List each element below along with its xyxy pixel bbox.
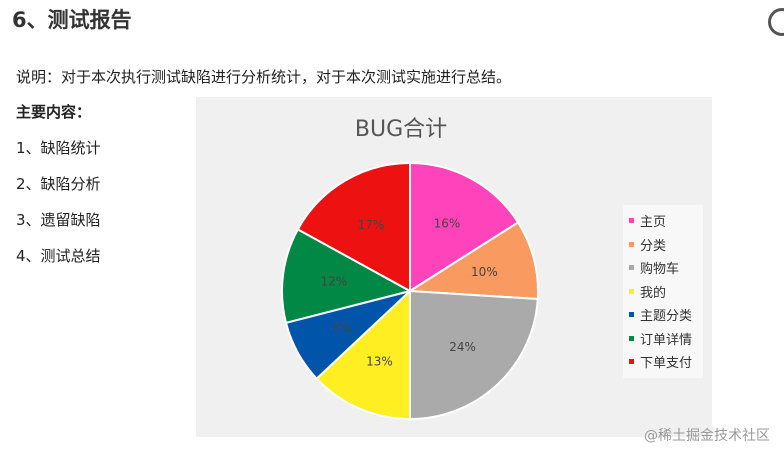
legend-swatch [629, 265, 634, 271]
data-label: 17% [358, 218, 385, 232]
legend-label: 我的 [640, 285, 667, 301]
legend-swatch [629, 288, 634, 294]
pie-slice-我的 [315, 288, 411, 421]
data-label: 12% [320, 274, 347, 288]
chart-legend: 主页分类购物车我的主题分类订单详情下单支付 [623, 205, 703, 378]
legend-item: 购物车 [623, 256, 703, 280]
watermark: @稀土掘金技术社区 [644, 428, 770, 444]
pie-chart: BUG合计 16% 10% 24% 13% 8% 12% 17% 主页分类购物车我的主题分类… [196, 97, 712, 437]
content-item: 3、遗留缺陷 [16, 211, 101, 229]
page-title: 6、测试报告 [12, 8, 132, 32]
pie-svg: 16% 10% 24% 13% 8% 12% 17% [281, 161, 539, 421]
legend-item: 我的 [623, 280, 703, 304]
legend-item: 下单支付 [623, 350, 703, 374]
legend-label: 主题分类 [640, 309, 693, 325]
legend-item: 主题分类 [623, 303, 703, 327]
legend-item: 主页 [623, 209, 703, 233]
legend-swatch [629, 312, 634, 318]
legend-item: 订单详情 [623, 327, 703, 351]
legend-label: 订单详情 [640, 332, 693, 348]
data-label: 10% [471, 265, 498, 279]
data-label: 24% [449, 340, 476, 354]
legend-item: 分类 [623, 233, 703, 257]
data-label: 13% [366, 354, 393, 368]
content-item: 4、测试总结 [16, 247, 101, 265]
legend-swatch [629, 218, 634, 224]
logo-icon [768, 8, 784, 36]
legend-label: 分类 [640, 238, 667, 254]
legend-swatch [629, 241, 634, 247]
pie-slice-下单支付 [296, 161, 411, 293]
legend-swatch [629, 359, 634, 365]
description: 说明：对于本次执行测试缺陷进行分析统计，对于本次测试实施进行总结。 [16, 68, 512, 86]
content-item: 2、缺陷分析 [16, 175, 101, 193]
data-label: 8% [333, 321, 352, 335]
pie-slice-分类 [406, 221, 539, 301]
content-item: 1、缺陷统计 [16, 139, 101, 157]
legend-swatch [629, 335, 634, 341]
pie-slice-主页 [409, 161, 520, 293]
main-heading: 主要内容： [16, 103, 92, 121]
legend-label: 主页 [640, 215, 667, 231]
chart-title: BUG合计 [354, 117, 448, 142]
legend-label: 下单支付 [640, 356, 693, 372]
pie-slice-订单详情 [281, 227, 413, 325]
data-label: 16% [434, 217, 461, 231]
pie-slice-购物车 [409, 289, 539, 421]
legend-label: 购物车 [640, 262, 680, 278]
